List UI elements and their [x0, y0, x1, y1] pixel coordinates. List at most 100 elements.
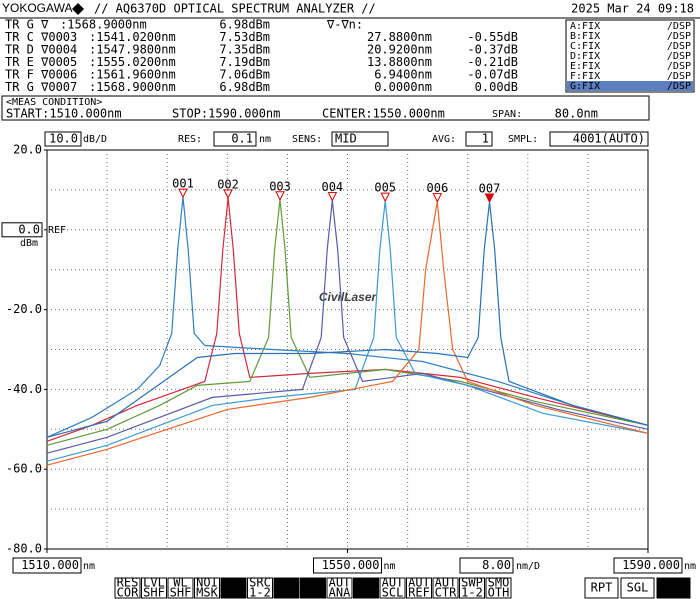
soft-key-face [114, 577, 141, 599]
res-box [213, 131, 257, 147]
row-wavelength: :1568.9000nm [89, 80, 176, 94]
row-level: 7.19dBm [219, 55, 270, 69]
x-div: 8.00 [482, 558, 511, 572]
row-label: TR F ∇0006 [5, 68, 77, 82]
sweep-key[interactable]: SGL [620, 577, 655, 599]
marker-label: 001 [172, 177, 194, 191]
sweep-key-label: STP [663, 581, 685, 595]
trace [46, 201, 649, 438]
res: 0.1 [231, 132, 253, 146]
peak-marker [432, 193, 443, 203]
meas-span: 80.0nm [555, 107, 598, 121]
soft-key-face [141, 577, 167, 599]
scale: 10.0 [49, 132, 78, 146]
soft-key-label: VAC [276, 576, 298, 590]
soft-key-label: SRC [355, 586, 377, 599]
soft-key-label: OFS [302, 586, 324, 599]
x-div-unit: nm/D [516, 561, 540, 572]
peak-marker [380, 192, 391, 203]
sweep-key-face [584, 577, 619, 599]
x-tick-label: 1590.000 [622, 558, 680, 572]
row-delta-level: -0.37dB [467, 43, 518, 57]
soft-key-face [300, 577, 326, 599]
x-tick-box [313, 557, 382, 574]
trace-display: /DSP [667, 71, 691, 82]
row-wavelength: :1561.9600nm [89, 68, 176, 82]
delta-header: ∇-∇n: [326, 18, 363, 32]
datetime: 2025 Mar 24 09:18 [571, 2, 694, 16]
row-wavelength: :1568.9000nm [60, 18, 147, 32]
meas-start: START:1510.000nm [6, 107, 122, 121]
soft-key-face [247, 577, 273, 599]
sens: MID [335, 132, 357, 146]
trace-state: G:FIX [570, 81, 600, 92]
res-label: RES: [178, 134, 202, 145]
soft-key-face [220, 577, 247, 599]
x-tick-box [613, 557, 683, 574]
trace [46, 201, 649, 466]
soft-key-face [459, 577, 485, 599]
ref-box [1, 222, 43, 238]
row-label: TR G ∇ [5, 18, 49, 32]
row-label: TR D ∇0004 [5, 43, 77, 57]
sweep-key-label: SGL [627, 581, 649, 595]
peak-marker [178, 188, 188, 199]
scale-box [44, 131, 82, 147]
soft-key-face [194, 577, 220, 599]
soft-key-label: AUT [382, 576, 404, 590]
brand-diamond [72, 3, 84, 15]
soft-key-face [485, 577, 512, 599]
marker-label: 007 [479, 181, 501, 195]
sens-label: SENS: [292, 134, 322, 145]
row-level: 7.06dBm [219, 68, 270, 82]
row-delta-level: -0.07dB [467, 68, 518, 82]
trace-display: /DSP [667, 21, 691, 32]
row-level: 7.35dBm [219, 43, 270, 57]
peak-marker [484, 193, 495, 204]
soft-key-label: OTH [488, 586, 510, 599]
trace-display: /DSP [667, 31, 691, 42]
ref-level: 0.0 [18, 222, 40, 236]
trace-state: D:FIX [570, 51, 600, 62]
soft-key-label: COR [117, 586, 139, 599]
sweep-key[interactable]: RPT [584, 577, 619, 599]
row-delta-level: 0.00dB [475, 80, 518, 94]
soft-key-face [432, 577, 459, 599]
soft-key-label: CTR [435, 586, 457, 599]
trace-display: /DSP [667, 51, 691, 62]
avg-box [465, 131, 493, 147]
trace [46, 201, 649, 462]
soft-key-face [353, 577, 379, 599]
row-wavelength: :1555.0200nm [89, 55, 176, 69]
peak-marker [223, 189, 233, 199]
soft-key-label: 1-2 [461, 586, 483, 599]
row-level: 6.98dBm [219, 80, 270, 94]
x-tick-label: 1510.000 [21, 558, 79, 572]
soft-key-label: WL [173, 576, 187, 590]
y-tick-label: -80.0 [6, 542, 42, 556]
soft-key-label: SWP [461, 576, 483, 590]
trace-display: /DSP [667, 41, 691, 52]
sweep-key[interactable]: STP [656, 577, 691, 599]
soft-key-face [273, 577, 300, 599]
avg-label: AVG: [432, 134, 456, 145]
trace-display: /DSP [667, 61, 691, 72]
soft-key-label: NOI [196, 576, 218, 590]
soft-key-label: AUT [435, 576, 457, 590]
soft-key-label: SRC [223, 576, 245, 590]
